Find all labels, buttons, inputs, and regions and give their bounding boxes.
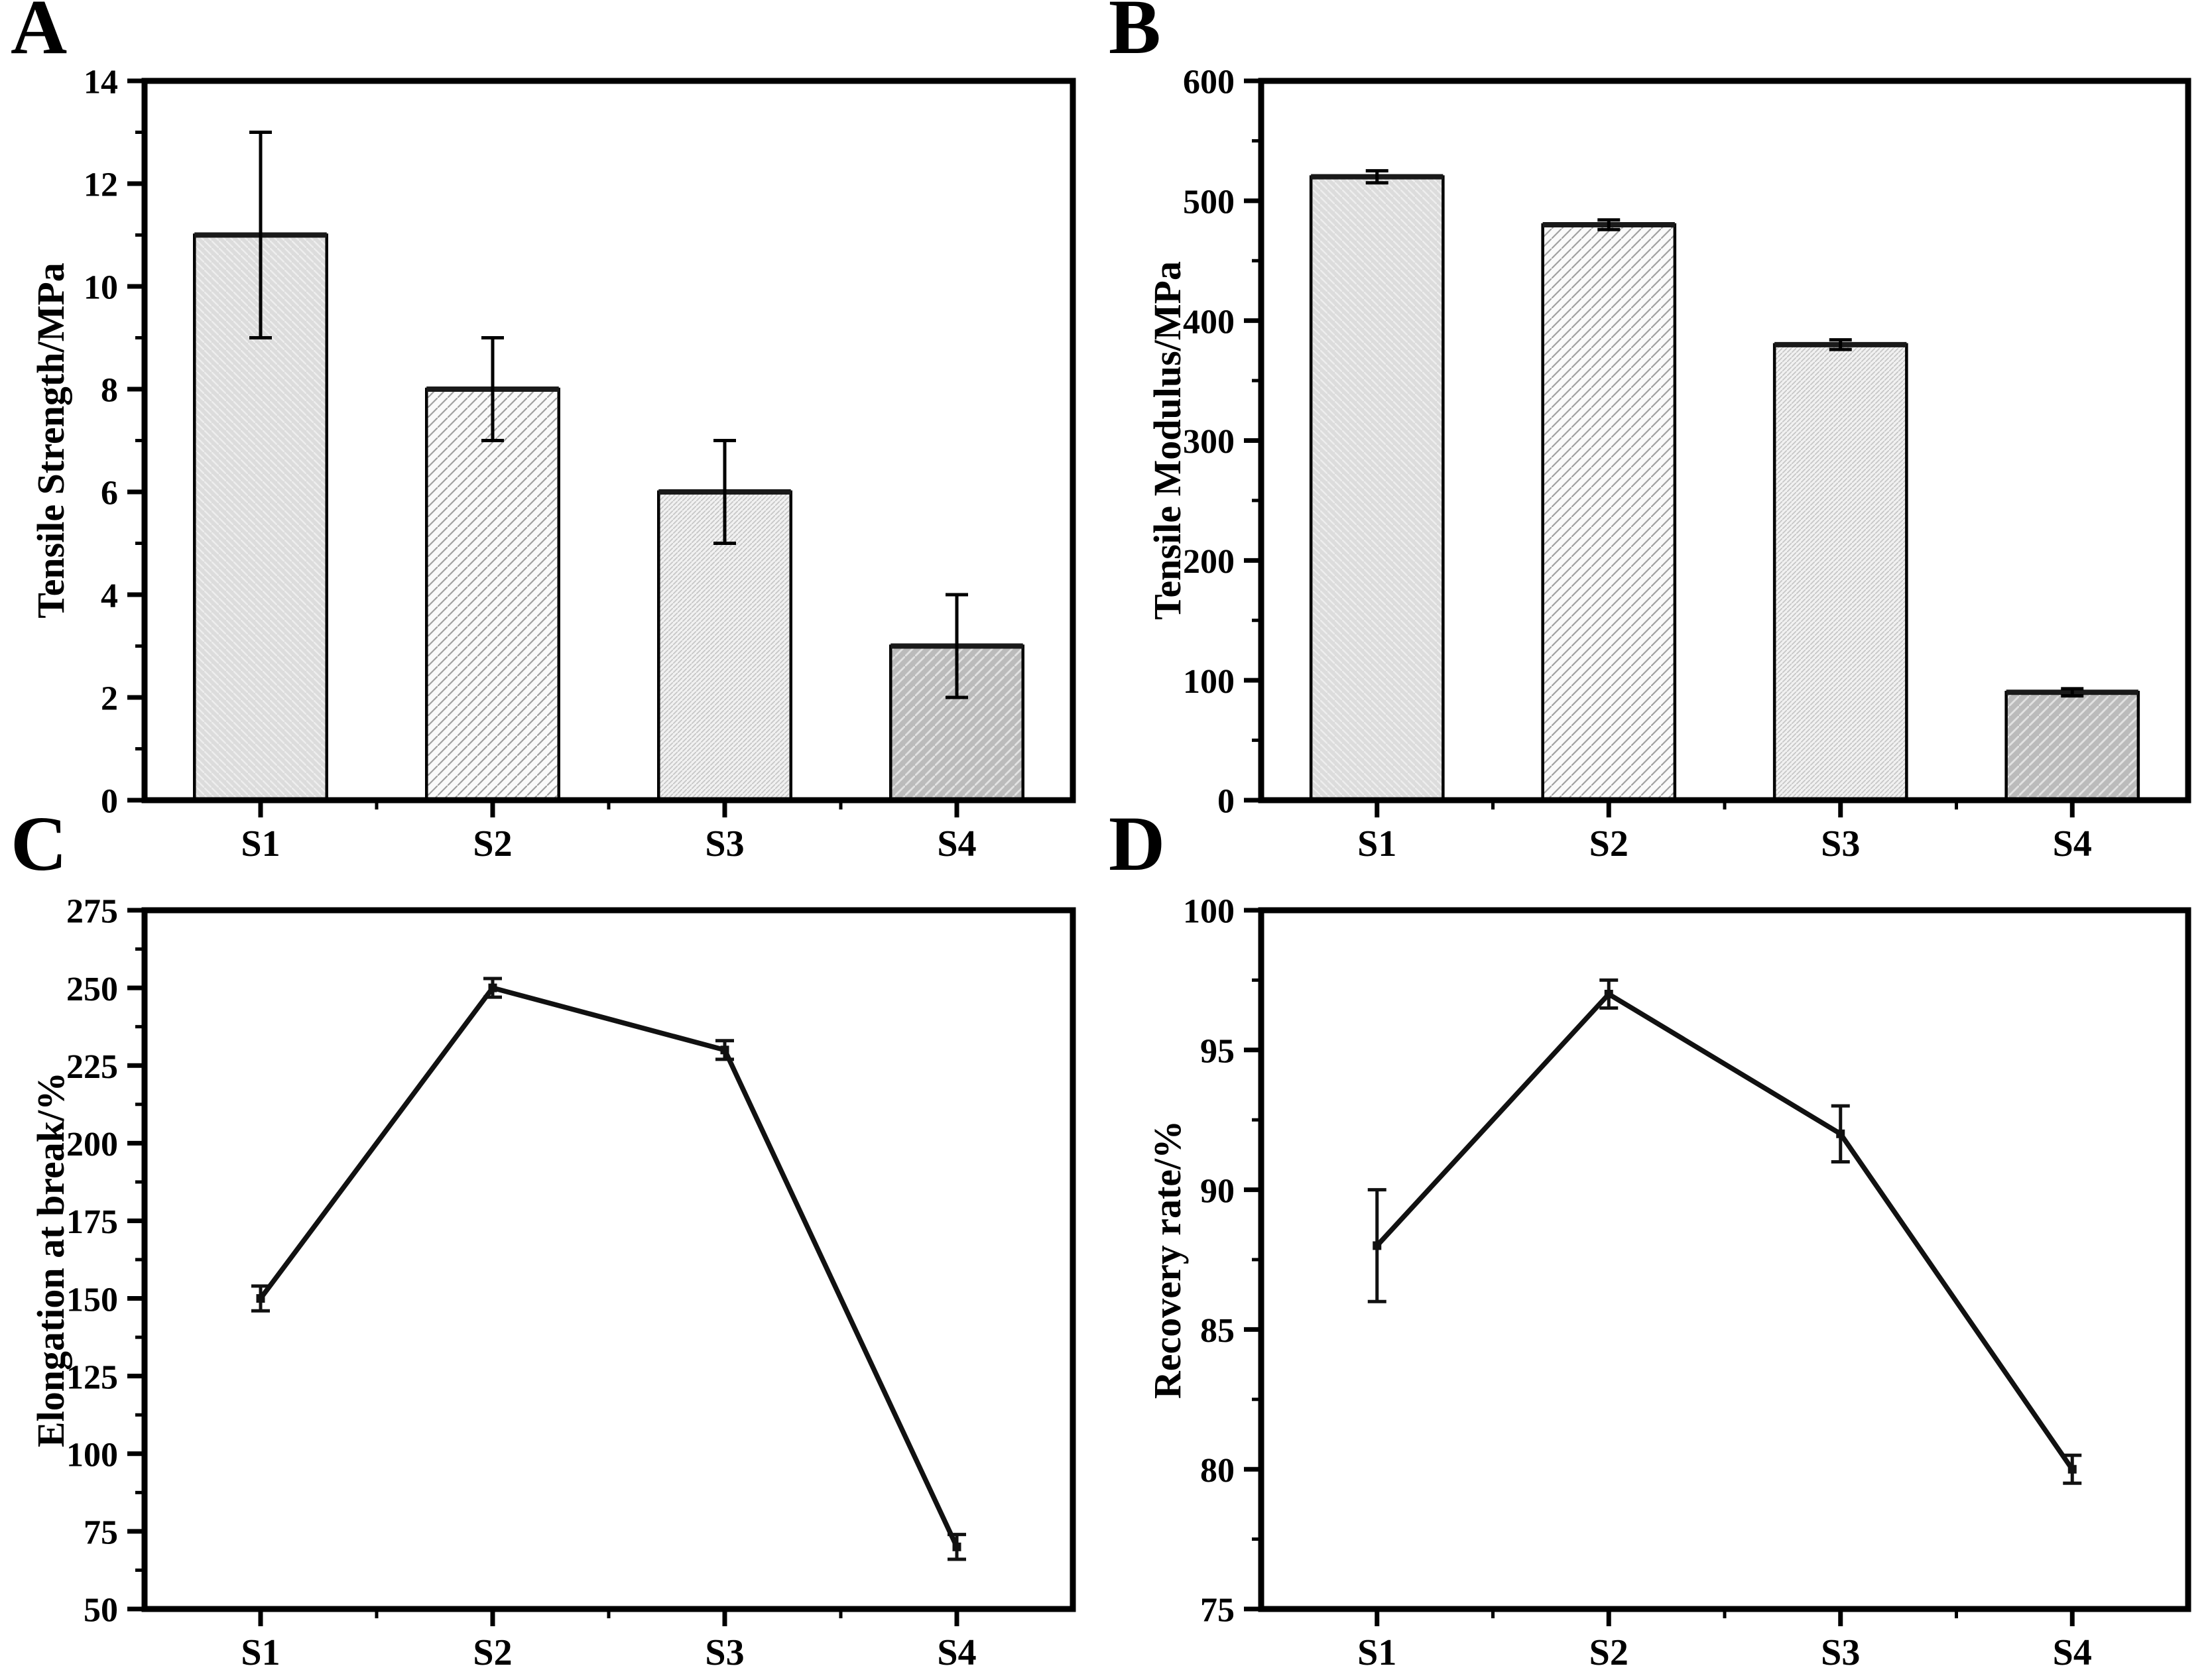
panel-B-errorbar-S3 xyxy=(1829,338,1852,351)
panel-B-ytick-label: 400 xyxy=(1183,303,1235,341)
panel-B-bar-S3 xyxy=(1772,343,1908,802)
panel-C: 50 75 100 125 150 175 200 225 250 275 S1 S2 S3 S4 Elon… xyxy=(29,893,1076,1668)
panel-D-marker-S2 xyxy=(1604,989,1613,998)
panel-D-xtick-label-S4: S4 xyxy=(2053,1632,2092,1668)
panel-B-xtick-label-S1: S1 xyxy=(1357,823,1396,864)
panel-A-ytick-label: 12 xyxy=(84,166,118,204)
panel-A-ytick-label: 10 xyxy=(84,269,118,307)
panel-D-ytick-label: 80 xyxy=(1200,1452,1235,1490)
panel-A-ylabel: Tensile Strength/MPa xyxy=(29,263,72,619)
panel-D-marker-S1 xyxy=(1373,1241,1382,1250)
panel-B-bar-S4 xyxy=(2004,691,2140,802)
panel-D-xtick-label-S3: S3 xyxy=(1821,1632,1860,1668)
panel-B-bar-S2 xyxy=(1541,223,1677,802)
panel-B-ytick-label: 200 xyxy=(1183,543,1235,581)
panel-A-ytick-label: 2 xyxy=(101,680,118,718)
panel-A-ytick-label: 4 xyxy=(101,577,118,615)
panel-letter-c: C xyxy=(11,800,68,887)
panel-A-xtick-label-S4: S4 xyxy=(937,823,976,864)
panel-D-ytick-label: 90 xyxy=(1200,1172,1235,1210)
panel-A-ytick-label: 8 xyxy=(101,372,118,410)
panel-C-marker-S4 xyxy=(952,1542,961,1551)
panel-D-ytick-label: 75 xyxy=(1200,1592,1235,1630)
panel-C-xtick-label-S4: S4 xyxy=(937,1632,976,1668)
panel-B: 0 100 200 300 400 500 600 S1 S2 S3 S4 Tensile Modul… xyxy=(1146,64,2191,864)
panel-B-errorbar-S4 xyxy=(2061,687,2084,698)
panel-C-ylabel: Elongation at break/% xyxy=(29,1072,72,1447)
panel-A-xtick-label-S3: S3 xyxy=(705,823,744,864)
panel-C-ytick-label: 50 xyxy=(84,1592,118,1630)
panel-C-xtick-label-S1: S1 xyxy=(241,1632,280,1668)
panel-C-ytick-label: 275 xyxy=(66,893,118,931)
panel-A-errorbar-S1 xyxy=(249,131,272,339)
panel-D-xtick-label-S1: S1 xyxy=(1357,1632,1396,1668)
panel-A-bar-S2 xyxy=(425,387,560,802)
panel-B-bar-S1 xyxy=(1309,175,1445,802)
panel-C-ytick-label: 250 xyxy=(66,971,118,1008)
panel-A-xtick-label-S2: S2 xyxy=(473,823,512,864)
panel-C-ytick-label: 125 xyxy=(66,1358,118,1396)
panel-D-marker-S4 xyxy=(2067,1464,2077,1474)
panel-D-line xyxy=(1375,990,2075,1471)
panel-A-xtick-label-S1: S1 xyxy=(241,823,280,864)
panel-C-ytick-label: 200 xyxy=(66,1126,118,1163)
panel-B-xtick-label-S4: S4 xyxy=(2053,823,2092,864)
panel-A-errorbar-S3 xyxy=(713,439,736,545)
panel-C-ytick-label: 75 xyxy=(84,1514,118,1552)
panel-B-ytick-label: 500 xyxy=(1183,184,1235,221)
panel-B-xtick-label-S3: S3 xyxy=(1821,823,1860,864)
panel-C-marker-S1 xyxy=(256,1294,265,1303)
panel-B-ytick-label: 100 xyxy=(1183,663,1235,701)
panel-A-ytick-label: 14 xyxy=(84,64,118,101)
panel-C-marker-S2 xyxy=(488,983,497,992)
panel-D-ytick-label: 95 xyxy=(1200,1033,1235,1071)
panel-B-ytick-label: 600 xyxy=(1183,64,1235,101)
panel-C-marker-S3 xyxy=(720,1045,729,1055)
panel-D-frame xyxy=(1258,907,2191,1612)
panel-B-errorbar-S1 xyxy=(1365,169,1388,185)
panel-D-xtick-label-S2: S2 xyxy=(1589,1632,1628,1668)
panel-letter-a: A xyxy=(11,0,68,70)
panel-D-ytick-label: 100 xyxy=(1183,893,1235,931)
panel-B-ytick-label: 300 xyxy=(1183,423,1235,461)
panel-letter-b: B xyxy=(1109,0,1161,70)
panel-B-xtick-label-S2: S2 xyxy=(1589,823,1628,864)
panel-A-ytick-label: 6 xyxy=(101,475,118,512)
panel-D-ytick-label: 85 xyxy=(1200,1312,1235,1350)
panel-C-frame xyxy=(141,907,1076,1612)
panel-A-errorbar-S2 xyxy=(481,336,504,442)
panel-A-ytick-label: 0 xyxy=(101,783,118,821)
panel-D-ylabel: Recovery rate/% xyxy=(1146,1120,1189,1399)
panel-C-line xyxy=(258,984,959,1548)
panel-B-errorbar-S2 xyxy=(1597,218,1621,231)
panel-letter-d: D xyxy=(1109,800,1166,887)
panel-D: 75 80 85 90 95 100 S1 S2 S3 S4 Recovery rate/% xyxy=(1146,893,2191,1668)
panel-C-xtick-label-S3: S3 xyxy=(705,1632,744,1668)
panel-B-ylabel: Tensile Modulus/MPa xyxy=(1146,261,1189,620)
panel-C-ytick-label: 100 xyxy=(66,1436,118,1474)
panel-A-errorbar-S4 xyxy=(946,593,968,699)
panel-C-ytick-label: 175 xyxy=(66,1203,118,1241)
panel-C-ytick-label: 150 xyxy=(66,1281,118,1319)
panel-C-xtick-label-S2: S2 xyxy=(473,1632,512,1668)
panel-B-ytick-label: 0 xyxy=(1217,783,1235,821)
panel-A: 0 2 4 6 8 10 12 14 S1 S2 S3 S4 Tensile Strength/MPa xyxy=(29,64,1076,864)
panel-D-marker-S3 xyxy=(1836,1129,1845,1138)
panel-C-ytick-label: 225 xyxy=(66,1048,118,1086)
